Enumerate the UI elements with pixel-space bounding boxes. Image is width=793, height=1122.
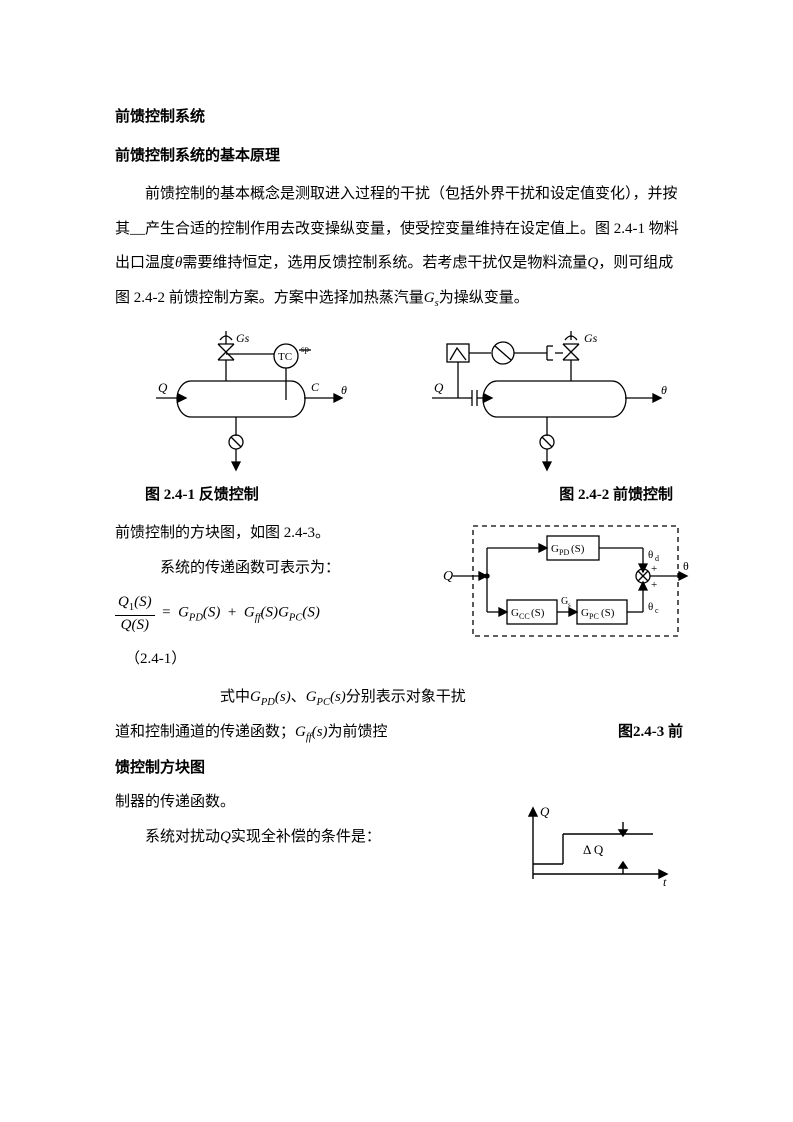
svg-text:PC: PC [589, 612, 599, 621]
heading-2: 前馈控制系统的基本原理 [115, 139, 683, 174]
svg-text:C: C [311, 380, 320, 394]
svg-text:CC: CC [519, 612, 530, 621]
svg-text:(S): (S) [571, 543, 585, 555]
svg-text:G: G [551, 543, 559, 555]
equation-number: （2.4-1） [125, 642, 444, 677]
equation-tf: Q1(S) Q(S) = GPD(S) + Gff(S)GPC(S) [115, 593, 444, 634]
label-q-in-2: Q [434, 380, 444, 395]
mid-a: 式中 [220, 689, 250, 705]
mid-c: 分别表示对象干扰 [346, 689, 466, 705]
paragraph-1: 前馈控制的基本概念是测取进入过程的干扰（包括外界干扰和设定值变化），并按其__产… [115, 177, 683, 316]
text-tail-row: 道和控制通道的传递函数；Gff(s)为前馈控 图2.4-3 前 [115, 715, 683, 750]
svg-text:Q: Q [540, 804, 550, 819]
captions-row: 图 2.4-1 反馈控制 图 2.4-2 前馈控制 [115, 478, 683, 513]
label-tc: TC [278, 351, 292, 363]
caption-2: 图 2.4-2 前馈控制 [559, 478, 673, 513]
tail-b: 为前馈控 [328, 724, 388, 740]
var-q: Q [587, 255, 598, 271]
svg-text:θ: θ [648, 549, 653, 561]
figure-2: Gs Q [410, 326, 683, 476]
label-gs-2: Gs [584, 331, 598, 345]
svg-text:(S): (S) [531, 607, 545, 619]
figure-row: Gs TC sp Q [115, 326, 683, 476]
svg-text:Δ Q: Δ Q [583, 842, 604, 857]
text-mid: 式中GPD(s)、GPC(s)分别表示对象干扰 [115, 680, 683, 715]
figure-1: Gs TC sp Q [115, 326, 388, 476]
heading-1: 前馈控制系统 [115, 100, 683, 135]
text-blockdiag-intro: 前馈控制的方块图，如图 2.4-3。 [115, 516, 444, 551]
var-gs: Gs [424, 290, 439, 306]
label-gs: Gs [236, 331, 250, 345]
label-q-in: Q [158, 380, 168, 395]
svg-text:G: G [511, 607, 519, 619]
svg-text:t: t [663, 875, 667, 889]
p1-text-d: 为操纵变量。 [439, 290, 529, 306]
svg-text:c: c [655, 606, 659, 615]
svg-text:θ: θ [683, 559, 689, 573]
svg-text:PD: PD [559, 548, 569, 557]
label-theta-out-2: θ [661, 383, 667, 397]
svg-text:Q: Q [443, 569, 453, 584]
svg-text:d: d [655, 554, 659, 563]
caption-3a: 图2.4-3 前 [618, 715, 683, 750]
caption-3b: 馈控制方块图 [115, 751, 683, 786]
svg-text:θ: θ [648, 601, 653, 613]
p1-text-b: 需要维持恒定，选用反馈控制系统。若考虑干扰仅是物料流量 [182, 255, 587, 271]
mid-b: 、 [291, 689, 306, 705]
label-sp: sp [301, 344, 310, 354]
label-theta-out: θ [341, 383, 347, 397]
figure-3: Q GPD(S) θd [443, 520, 693, 664]
svg-text:G: G [581, 607, 589, 619]
svg-text:+: + [651, 563, 657, 575]
caption-1: 图 2.4-1 反馈控制 [145, 478, 259, 513]
svg-text:(S): (S) [601, 607, 615, 619]
svg-text:+: + [651, 579, 657, 591]
text-tf-intro: 系统的传递函数可表示为： [115, 551, 444, 586]
figure-step: Q t Δ Q [513, 804, 673, 908]
tail-a: 道和控制通道的传递函数； [115, 724, 295, 740]
